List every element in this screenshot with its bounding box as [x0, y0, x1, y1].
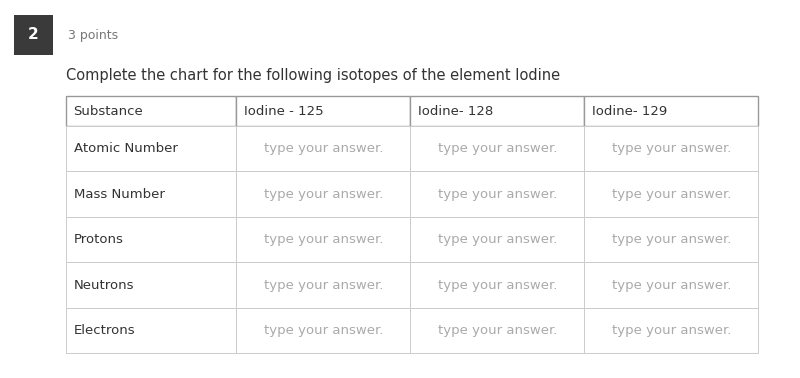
Bar [66, 172, 236, 217]
Bar [584, 126, 758, 172]
Bar [66, 96, 236, 126]
Text: Complete the chart for the following isotopes of the element Iodine: Complete the chart for the following iso… [66, 68, 560, 83]
Bar [236, 172, 410, 217]
Text: type your answer.: type your answer. [263, 233, 383, 246]
Bar [410, 172, 584, 217]
Text: type your answer.: type your answer. [611, 279, 731, 292]
Bar [236, 126, 410, 172]
Text: Electrons: Electrons [74, 324, 135, 337]
Bar [584, 308, 758, 353]
Text: type your answer.: type your answer. [611, 324, 731, 337]
Bar [236, 262, 410, 308]
Bar [66, 262, 236, 308]
Bar [584, 172, 758, 217]
Text: type your answer.: type your answer. [438, 188, 557, 201]
Text: Neutrons: Neutrons [74, 279, 134, 292]
Text: type your answer.: type your answer. [438, 233, 557, 246]
Text: type your answer.: type your answer. [263, 188, 383, 201]
Text: type your answer.: type your answer. [611, 188, 731, 201]
Text: type your answer.: type your answer. [438, 324, 557, 337]
Bar [584, 217, 758, 262]
Bar [584, 96, 758, 126]
Bar [410, 217, 584, 262]
Text: 2: 2 [28, 28, 39, 42]
Bar [584, 262, 758, 308]
Text: 3 points: 3 points [68, 29, 118, 42]
Text: type your answer.: type your answer. [263, 279, 383, 292]
Text: type your answer.: type your answer. [611, 142, 731, 155]
Bar [236, 308, 410, 353]
Text: Iodine - 125: Iodine - 125 [244, 105, 324, 118]
Text: Protons: Protons [74, 233, 123, 246]
Bar [236, 217, 410, 262]
Text: Substance: Substance [74, 105, 143, 118]
Bar [410, 262, 584, 308]
Bar [410, 126, 584, 172]
Bar [66, 126, 236, 172]
Text: type your answer.: type your answer. [438, 279, 557, 292]
Bar [66, 217, 236, 262]
Text: Iodine- 129: Iodine- 129 [592, 105, 667, 118]
Text: type your answer.: type your answer. [263, 324, 383, 337]
Text: Iodine- 128: Iodine- 128 [418, 105, 494, 118]
Bar [14, 15, 53, 55]
Text: Mass Number: Mass Number [74, 188, 165, 201]
Bar [410, 96, 584, 126]
Bar [236, 96, 410, 126]
Bar [410, 308, 584, 353]
Bar [66, 308, 236, 353]
Text: Atomic Number: Atomic Number [74, 142, 178, 155]
Text: type your answer.: type your answer. [263, 142, 383, 155]
Text: type your answer.: type your answer. [611, 233, 731, 246]
Text: type your answer.: type your answer. [438, 142, 557, 155]
